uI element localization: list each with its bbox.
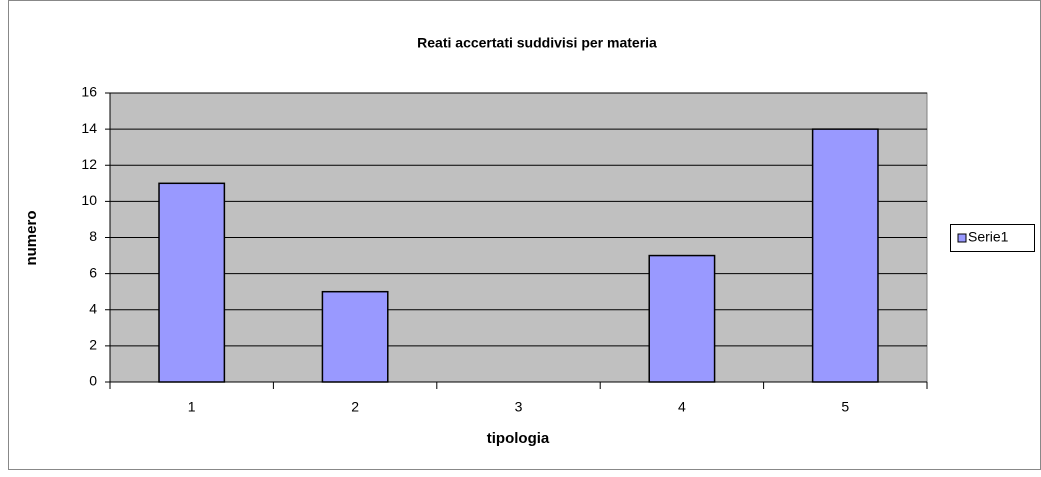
y-tick-label: 10 xyxy=(81,192,97,208)
legend-label: Serie1 xyxy=(968,229,1009,245)
bar xyxy=(811,128,879,383)
x-tick-label: 5 xyxy=(841,399,849,415)
y-tick-label: 16 xyxy=(81,84,97,100)
y-tick-label: 12 xyxy=(81,156,97,172)
y-tick-label: 4 xyxy=(89,300,97,316)
x-tick-label: 1 xyxy=(188,399,196,415)
y-tick-label: 0 xyxy=(89,373,97,389)
x-tick-label: 4 xyxy=(678,399,686,415)
legend-swatch xyxy=(957,233,967,243)
y-tick-label: 8 xyxy=(89,228,97,244)
bar xyxy=(321,290,389,383)
bar xyxy=(158,182,226,383)
y-tick-label: 6 xyxy=(89,264,97,280)
x-tick-label: 2 xyxy=(351,399,359,415)
x-tick-label: 3 xyxy=(515,399,523,415)
x-axis-label: tipologia xyxy=(487,430,550,447)
chart-title: Reati accertati suddivisi per materia xyxy=(417,35,657,51)
y-tick-label: 2 xyxy=(89,337,97,353)
y-tick-label: 14 xyxy=(81,120,97,136)
y-axis-label: numero xyxy=(23,210,40,265)
bar xyxy=(648,254,716,383)
